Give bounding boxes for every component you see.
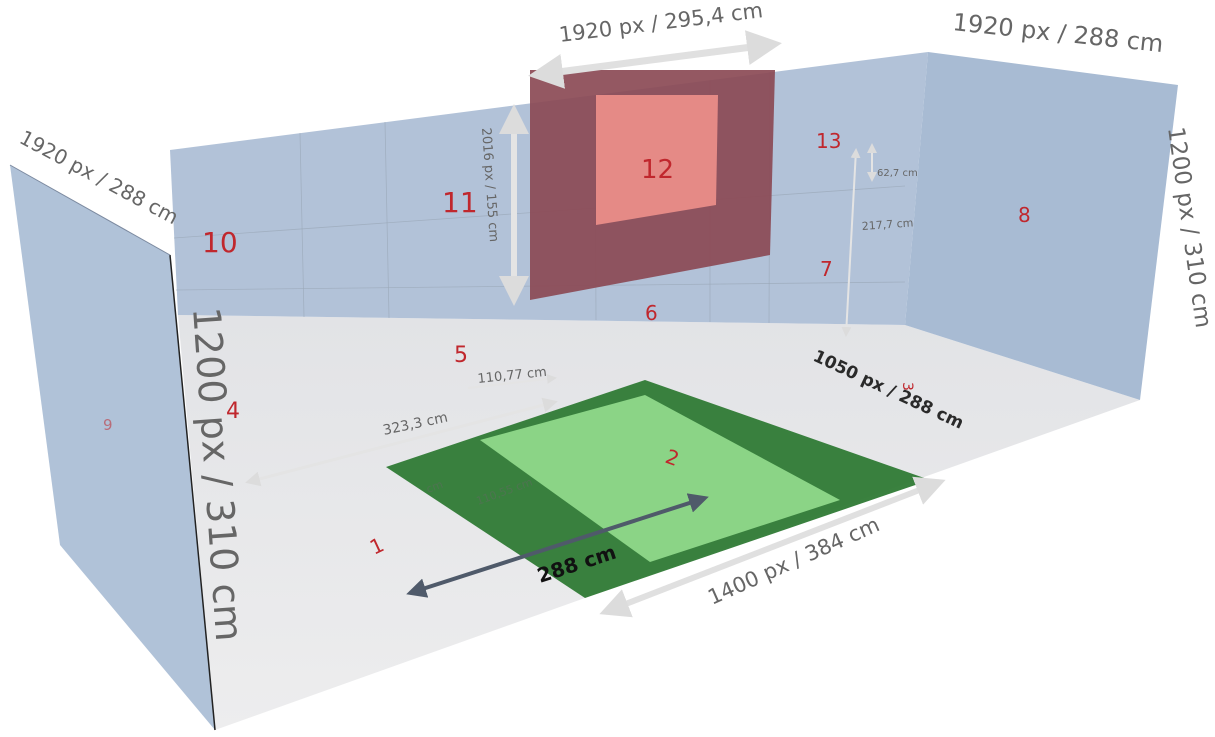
zone-number-4: 4 bbox=[226, 399, 240, 424]
dimension-arrows bbox=[245, 30, 946, 618]
right-wall bbox=[905, 52, 1178, 400]
zone-number-6: 6 bbox=[645, 301, 658, 325]
left-wall-top-edge bbox=[9, 164, 171, 256]
arrow-back-offset-1 bbox=[467, 373, 557, 389]
zone-number-5: 5 bbox=[454, 343, 468, 368]
label-wall-small-1: 62,7 cm bbox=[877, 168, 918, 179]
arrow-back-wall-top bbox=[528, 30, 782, 89]
zone-number-12: 12 bbox=[641, 155, 674, 185]
label-wall-small-2: 217,7 cm bbox=[861, 216, 914, 233]
label-back-offset-1: 110,77 cm bbox=[477, 365, 548, 387]
zone-number-8: 8 bbox=[1018, 203, 1031, 227]
red-projection-inner bbox=[596, 95, 718, 225]
zone-number-7: 7 bbox=[820, 257, 833, 281]
label-back-wall-top: 1920 px / 295,4 cm bbox=[558, 0, 765, 47]
zone-number-10: 10 bbox=[202, 226, 238, 259]
zone-number-13: 13 bbox=[816, 129, 841, 153]
left-wall-front-edge bbox=[169, 254, 216, 731]
arrow-floor-green-depth bbox=[406, 493, 709, 598]
left-wall bbox=[10, 165, 215, 730]
label-right-wall-height: 1200 px / 310 cm bbox=[1162, 125, 1215, 329]
arrow-back-offset-2 bbox=[245, 397, 558, 487]
zone-number-11: 11 bbox=[442, 186, 478, 219]
arrow-wall-small-2 bbox=[841, 148, 861, 337]
zone-number-9: 9 bbox=[103, 416, 113, 434]
label-floor-faint-2: cm bbox=[425, 478, 445, 496]
label-right-wall-top: 1920 px / 288 cm bbox=[951, 8, 1164, 58]
zone-number-3: 3 bbox=[899, 382, 915, 391]
